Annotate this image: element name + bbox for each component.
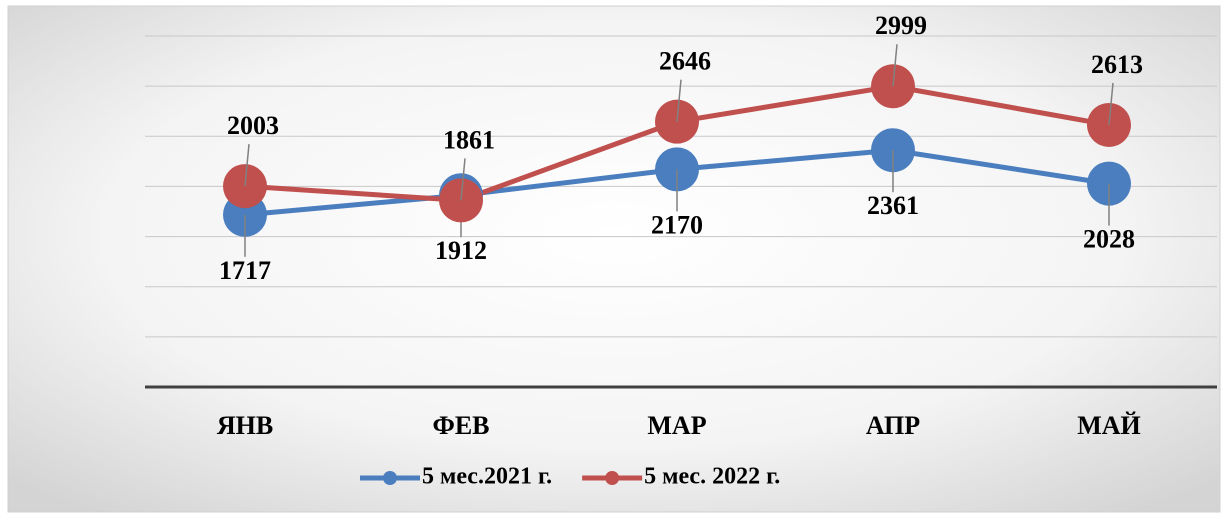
data-label: 2999: [875, 11, 927, 40]
x-tick-label: МАЙ: [1077, 411, 1141, 440]
data-label: 2003: [227, 111, 279, 140]
data-label: 2361: [867, 191, 919, 220]
data-label: 2613: [1091, 50, 1143, 79]
x-tick-label: МАР: [647, 411, 706, 440]
leader-line: [676, 79, 682, 122]
legend-label: 5 мес. 2022 г.: [644, 464, 780, 490]
data-label: 1912: [435, 236, 487, 265]
leader-line: [892, 44, 898, 87]
data-label: 2646: [659, 47, 711, 76]
legend-marker: [605, 471, 620, 485]
leader-line: [460, 158, 466, 201]
data-label: 2028: [1083, 225, 1135, 254]
data-label: 1717: [219, 256, 271, 285]
data-label: 1861: [443, 125, 495, 154]
legend-label: 5 мес.2021 г.: [422, 464, 552, 490]
leader-line: [244, 144, 250, 187]
chart-background: [7, 5, 1221, 513]
x-tick-label: ФЕВ: [432, 411, 489, 440]
x-tick-label: ЯНВ: [217, 411, 273, 440]
leader-line: [1108, 82, 1114, 126]
x-tick-label: АПР: [866, 411, 920, 440]
data-label: 2170: [651, 210, 703, 239]
legend-marker: [383, 471, 397, 485]
